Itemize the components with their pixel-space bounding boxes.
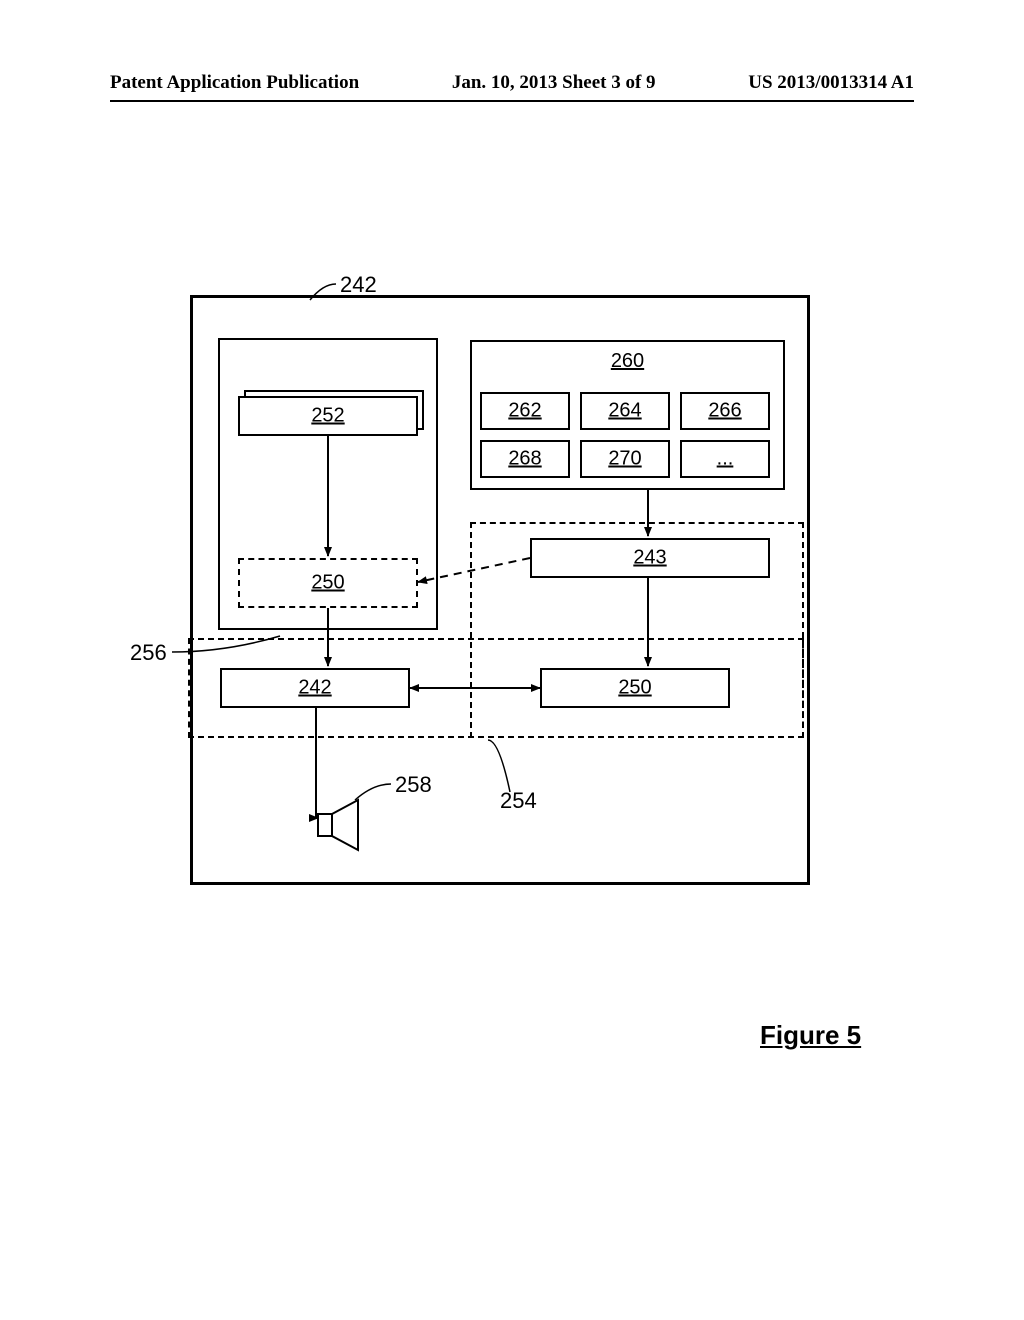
box-243: 243	[530, 538, 770, 578]
label-250b: 250	[618, 677, 651, 700]
page-header: Patent Application Publication Jan. 10, …	[110, 72, 914, 94]
box-252: 252	[238, 396, 418, 436]
label-264: 264	[608, 400, 641, 423]
label-266: 266	[708, 400, 741, 423]
label-dots: ...	[717, 448, 734, 471]
cell-266: 266	[680, 392, 770, 430]
label-242b: 242	[298, 677, 331, 700]
cell-264: 264	[580, 392, 670, 430]
header-left: Patent Application Publication	[110, 72, 359, 94]
cell-268: 268	[480, 440, 570, 478]
cell-262: 262	[480, 392, 570, 430]
dashed-box-250: 250	[238, 558, 418, 608]
page: Patent Application Publication Jan. 10, …	[0, 0, 1024, 1320]
header-rule	[110, 100, 914, 102]
ref-254: 254	[500, 788, 537, 814]
label-260: 260	[611, 350, 644, 373]
label-252: 252	[311, 405, 344, 428]
label-243: 243	[633, 547, 666, 570]
ref-256: 256	[130, 640, 167, 666]
ref-242-top: 242	[340, 272, 377, 298]
label-268: 268	[508, 448, 541, 471]
figure-caption: Figure 5	[760, 1020, 861, 1051]
box-250b: 250	[540, 668, 730, 708]
cell-270: 270	[580, 440, 670, 478]
label-262: 262	[508, 400, 541, 423]
cell-dots: ...	[680, 440, 770, 478]
ref-258: 258	[395, 772, 432, 798]
label-270: 270	[608, 448, 641, 471]
header-right: US 2013/0013314 A1	[748, 72, 914, 94]
box-242b: 242	[220, 668, 410, 708]
label-250-dashed: 250	[311, 572, 344, 595]
header-center: Jan. 10, 2013 Sheet 3 of 9	[452, 72, 656, 94]
